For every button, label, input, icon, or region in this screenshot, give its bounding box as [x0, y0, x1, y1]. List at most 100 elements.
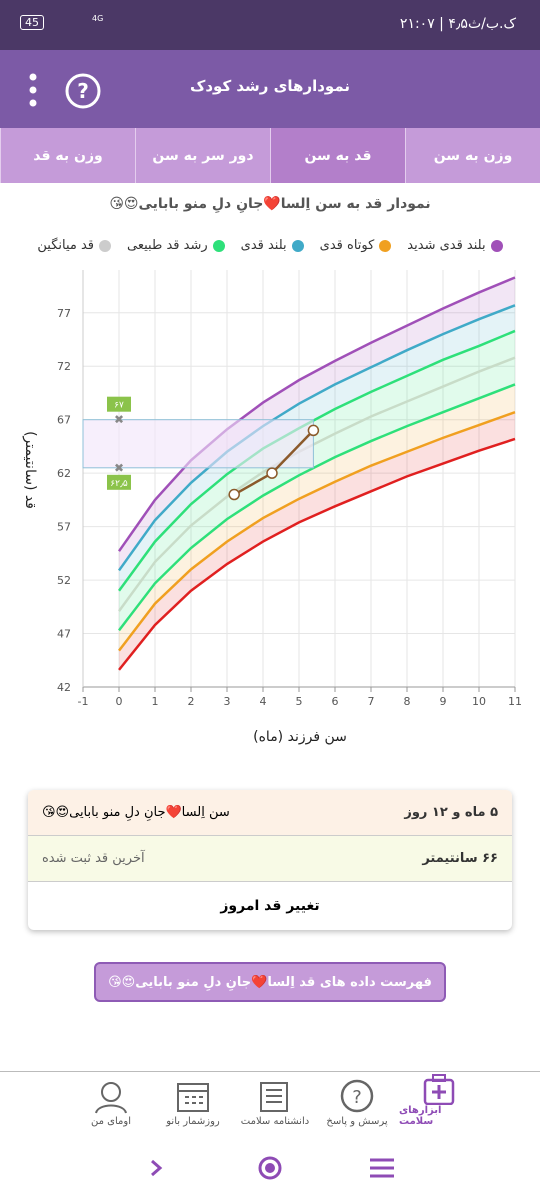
legend-label: رشد قد طبیعی [127, 238, 208, 253]
x-tick-label: -1 [78, 695, 89, 708]
home-button[interactable] [258, 1156, 282, 1180]
menu-icon[interactable] [26, 72, 40, 108]
row-value: ۵ ماه و ۱۲ روز [404, 805, 498, 820]
tab[interactable]: وزن به قد [0, 128, 135, 183]
child-point [266, 467, 278, 479]
legend-label: بلند قدی شدید [407, 238, 486, 253]
nav-icon [423, 1074, 455, 1105]
annotation-label: ۶۷ [114, 401, 124, 411]
band [119, 412, 515, 670]
x-tick-label: 2 [188, 695, 195, 708]
nav-item[interactable]: اومای من [71, 1072, 151, 1141]
annotation-marker: ✖ [114, 413, 124, 427]
y-tick-label: 47 [57, 628, 71, 641]
y-axis-label: قد (سانتیمتر) [22, 431, 38, 509]
app-title: نمودارهای رشد کودک [189, 77, 351, 95]
help-icon[interactable]: ? [64, 72, 102, 110]
legend-swatch [291, 239, 304, 252]
recents-button[interactable] [370, 1158, 394, 1178]
x-tick-label: 7 [368, 695, 375, 708]
legend-item: بلند قدی [241, 238, 304, 253]
bottom-nav: ابزارهای سلامت? پرسش و پاسخ دانشنامه سلامت… [0, 1071, 540, 1141]
series-line [118, 437, 516, 671]
y-tick-label: 57 [57, 521, 71, 534]
annotation-box [107, 396, 131, 412]
nav-item[interactable]: ابزارهای سلامت [399, 1072, 479, 1141]
home-dot [265, 1163, 275, 1173]
x-tick-label: 1 [152, 695, 159, 708]
tab[interactable]: وزن به سن [405, 128, 540, 183]
band [119, 357, 515, 631]
nav-icon [177, 1083, 209, 1112]
series-line [117, 356, 516, 612]
y-tick-label: 42 [57, 681, 71, 694]
legend-swatch [490, 239, 503, 252]
nav-label: پرسش و پاسخ [326, 1116, 388, 1127]
back-button[interactable] [151, 1159, 163, 1177]
legend-label: بلند قدی [240, 238, 287, 253]
legend-item: قد میانگین [37, 238, 112, 253]
tab-bar: وزن به سن قد به سن دور سر به سن وزن به قد [0, 128, 540, 183]
series-line [117, 304, 516, 572]
nav-label: ابزارهای سلامت [399, 1105, 442, 1127]
band [119, 384, 515, 651]
summary-row: سن اِلسا❤️جانِ دلِ منو بابایی😍😘 ۵ ماه و ۱… [28, 790, 512, 836]
highlight-box [82, 419, 314, 469]
y-tick-label: 52 [57, 574, 71, 587]
row-label: سن اِلسا❤️جانِ دلِ منو بابایی😍😘 [42, 805, 230, 820]
tab[interactable]: قد به سن [270, 128, 405, 183]
nav-item[interactable]: ? پرسش و پاسخ [317, 1072, 397, 1141]
nav-label: اومای من [91, 1116, 131, 1127]
legend-label: کوتاه قدی [319, 238, 375, 253]
nav-item[interactable]: دانشنامه سلامت [235, 1072, 315, 1141]
status-bar: ۲۱:۰۷ | ۴٫۵ک.ب/ث 45 4G [0, 0, 540, 50]
nav-item[interactable]: روزشمار بانو [153, 1072, 233, 1141]
series-line [118, 411, 516, 652]
summary-row: آخرین قد ثبت شده ۶۶ سانتیمتر [28, 836, 512, 882]
series-line [117, 329, 516, 592]
y-tick-label: 67 [57, 414, 71, 427]
x-tick-label: 0 [116, 695, 123, 708]
nav-icon: ? [340, 1079, 374, 1113]
battery: 45 [20, 15, 44, 30]
nav-icon [260, 1082, 288, 1112]
x-tick-label: 10 [472, 695, 486, 708]
tab[interactable]: دور سر به سن [135, 128, 270, 183]
band [119, 330, 515, 612]
list-button[interactable]: فهرست داده های قد اِلسا❤️جانِ دلِ منو با… [94, 962, 446, 1002]
child-point [307, 424, 320, 437]
y-tick-label: 62 [57, 467, 71, 480]
system-nav [151, 1156, 394, 1180]
app-bar: نمودارهای رشد کودک ? [0, 50, 540, 128]
y-tick-label: 72 [57, 360, 71, 373]
band [119, 277, 515, 571]
nav-label: دانشنامه سلامت [240, 1116, 310, 1127]
child-point [228, 488, 240, 501]
change-height-button[interactable]: تغییر قد امروز [220, 898, 320, 914]
svg-text:?: ? [352, 1087, 362, 1108]
x-tick-label: 4 [260, 695, 267, 708]
x-axis-label: سن فرزند (ماه) [253, 729, 347, 745]
legend: بلند قدی شدید کوتاه قدی بلند قدی رشد قد طبی… [0, 238, 540, 253]
status-time: ۲۱:۰۷ | ۴٫۵ک.ب/ث [399, 16, 516, 32]
legend-item: کوتاه قدی [320, 238, 392, 253]
x-tick-label: 5 [296, 695, 303, 708]
legend-swatch [99, 239, 112, 252]
x-tick-label: 11 [508, 695, 522, 708]
annotation-box [107, 474, 131, 490]
x-tick-label: 6 [332, 695, 339, 708]
x-tick-label: 3 [224, 695, 231, 708]
chart-title: نمودار قد به سن اِلسا❤️جانِ دلِ منو بابا… [109, 196, 431, 212]
band [119, 305, 515, 591]
legend-item: بلند قدی شدید [407, 238, 503, 253]
series-line [118, 383, 516, 632]
x-tick-label: 9 [440, 695, 447, 708]
annotation-label: ۶۲٫۵ [110, 479, 128, 489]
annotation-marker: ✖ [114, 461, 124, 475]
legend-swatch [212, 239, 225, 252]
legend-label: قد میانگین [37, 238, 95, 253]
nav-label: روزشمار بانو [166, 1116, 220, 1127]
svg-text:?: ? [77, 79, 89, 103]
